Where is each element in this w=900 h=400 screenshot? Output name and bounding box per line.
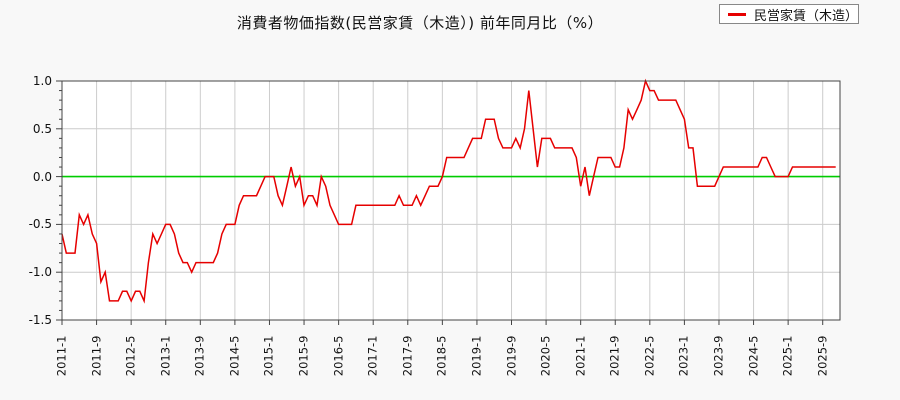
x-tick-label: 2017-9 — [400, 335, 415, 377]
x-tick-label: 2024-5 — [746, 335, 761, 377]
x-tick-label: 2013-1 — [158, 335, 173, 377]
chart-title: 消費者物価指数(民営家賃（木造）) 前年同月比（%） — [236, 14, 604, 32]
x-tick-label: 2019-1 — [469, 335, 484, 377]
plot-frame — [61, 80, 841, 321]
legend-series-label: 民営家賃（木造） — [753, 8, 858, 24]
x-tick-label: 2020-5 — [538, 335, 553, 377]
x-tick-label: 2015-9 — [296, 335, 311, 377]
y-tick-label: -1.5 — [28, 313, 52, 327]
x-tick-label: 2011-1 — [54, 335, 69, 377]
x-tick-label: 2023-9 — [711, 335, 726, 377]
y-tick-label: -1.0 — [28, 265, 52, 280]
x-tick-label: 2017-1 — [365, 335, 380, 377]
x-tick-label: 2019-9 — [504, 335, 518, 377]
x-tick-label: 2012-5 — [123, 335, 138, 377]
x-tick-label: 2018-5 — [434, 335, 449, 377]
legend-line-swatch — [728, 12, 746, 16]
x-tick-label: 2025-1 — [780, 335, 795, 377]
y-tick-label: 0.0 — [32, 169, 52, 184]
x-tick-label: 2023-1 — [676, 335, 691, 377]
plot-background — [62, 81, 840, 320]
x-tick-label: 2015-1 — [261, 335, 276, 377]
x-tick-label: 2013-9 — [192, 335, 207, 377]
x-tick-label: 2016-5 — [331, 335, 346, 377]
y-tick-label: 0.5 — [32, 121, 52, 136]
series-line — [61, 78, 836, 304]
x-tick-label: 2014-5 — [227, 335, 242, 377]
axis-ticks — [56, 80, 824, 325]
gridlines — [62, 81, 840, 320]
y-tick-label: -0.5 — [28, 217, 52, 232]
x-tick-label: 2022-5 — [642, 335, 657, 377]
legend-box: 民営家賃（木造） — [719, 4, 859, 24]
x-tick-label: 2011-9 — [89, 335, 104, 377]
x-tick-label: 2025-9 — [815, 335, 830, 377]
y-tick-label: 1.0 — [32, 74, 52, 88]
x-tick-label: 2021-9 — [607, 335, 622, 377]
x-tick-label: 2021-1 — [573, 335, 588, 377]
